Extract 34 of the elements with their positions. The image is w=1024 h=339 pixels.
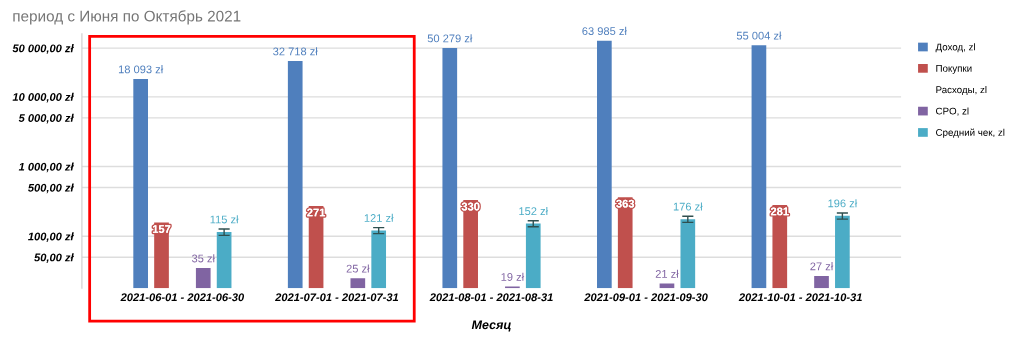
text: Расходы, zl — [936, 86, 987, 95]
y-tick-label: 50,00 zł — [34, 253, 74, 263]
x-tick-label: 2021-08-01 - 2021-08-31 — [429, 293, 553, 302]
data-label: 19 zł — [501, 272, 525, 281]
y-tick-label: 100,00 zł — [28, 232, 74, 242]
data-label: 35 zł — [191, 254, 215, 263]
y-tick-label: 1 000,00 zł — [18, 162, 74, 173]
data-label: 21 zł — [655, 269, 679, 278]
y-tick-label: 500,00 zł — [27, 183, 74, 194]
data-label: 50 279 zł — [427, 34, 473, 43]
data-label: 176 zł — [673, 202, 703, 211]
y-tick-label: 10 000,00 zł — [12, 92, 74, 103]
legend-label: CPO, zl — [936, 107, 969, 116]
data-label: 27 zł — [810, 262, 834, 271]
legend-label: Покупки — [936, 65, 972, 74]
data-label: 196 zł — [828, 199, 858, 208]
y-tick-label: 50 000,00 zł — [12, 44, 74, 54]
data-label: 63 985 zł — [582, 26, 627, 36]
x-tick-label: 2021-09-01 - 2021-09-30 — [584, 293, 708, 302]
x-tick-label: 2021-06-01 - 2021-06-30 — [120, 293, 245, 302]
legend-label: Доход, zl — [935, 43, 975, 53]
data-label: 115 zł — [210, 215, 239, 224]
chart-title: период с Июня по Октябрь 2021 — [13, 10, 241, 25]
y-tick-label: 5 000,00 zł — [18, 113, 74, 124]
data-label: 121 zł — [364, 213, 394, 222]
x-axis-title: Месяц — [471, 320, 511, 332]
legend-label: Средний чек, zl — [936, 128, 1005, 138]
x-tick-label: 2021-10-01 - 2021-10-31 — [738, 293, 862, 302]
data-label: 55 004 zł — [736, 31, 782, 40]
data-label: 25 zł — [346, 264, 370, 273]
data-label: 18 093 zł — [118, 65, 164, 74]
data-label: 152 zł — [519, 206, 549, 216]
data-label: 32 718 zł — [273, 47, 318, 56]
x-tick-label: 2021-07-01 - 2021-07-31 — [275, 293, 399, 302]
